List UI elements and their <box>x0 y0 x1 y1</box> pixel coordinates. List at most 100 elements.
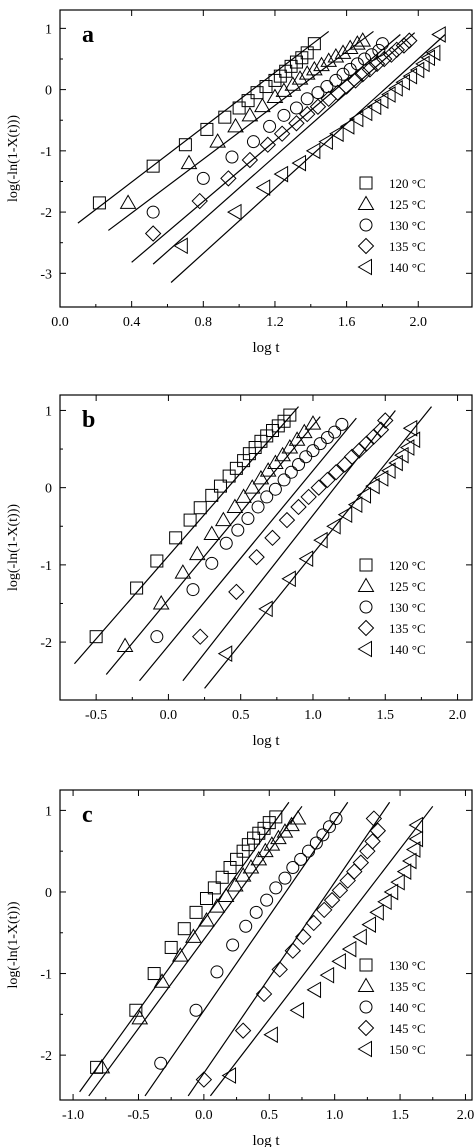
data-point <box>119 194 137 209</box>
x-tick-label: 0.8 <box>195 315 213 330</box>
legend-label: 125 °C <box>389 197 426 212</box>
x-tick-label: -0.5 <box>127 1108 149 1123</box>
data-point <box>152 594 170 610</box>
data-point <box>231 523 245 537</box>
data-point <box>409 61 425 79</box>
y-tick-label: -1 <box>40 559 52 574</box>
fit-line <box>105 416 321 675</box>
fit-line <box>131 34 401 263</box>
x-tick-label: 1.5 <box>391 1108 409 1123</box>
series-4 <box>182 410 396 682</box>
series-2 <box>108 30 374 231</box>
data-point <box>147 967 161 981</box>
data-point <box>191 192 208 210</box>
data-point <box>177 922 191 936</box>
chart-panel-c: -1.0 -0.5 0.0 0.5 1.0 1.5 2.0 1 0 -1 -2 log t log(-l… <box>6 789 474 1147</box>
data-point <box>146 205 160 219</box>
legend-label: 150 °C <box>389 1042 426 1057</box>
data-point <box>328 425 342 439</box>
plot-frame <box>59 394 473 701</box>
plot-frame <box>59 789 473 1101</box>
data-point <box>329 812 343 826</box>
data-point <box>347 72 364 89</box>
data-point <box>286 861 300 874</box>
data-point <box>192 628 209 645</box>
fit-line <box>108 30 374 231</box>
data-point <box>250 850 268 866</box>
data-point <box>408 830 424 848</box>
data-point <box>395 73 410 91</box>
series-5 <box>204 406 432 689</box>
data-point <box>329 125 344 143</box>
data-point <box>267 454 284 469</box>
x-tick-label: 0.5 <box>261 1108 279 1123</box>
legend-marker <box>359 1000 373 1014</box>
data-point <box>263 1026 278 1044</box>
fit-line <box>79 801 290 1093</box>
data-point <box>283 408 297 422</box>
data-point <box>298 65 316 80</box>
series-5 <box>209 805 434 1097</box>
legend-marker <box>357 258 372 276</box>
data-point <box>401 32 418 49</box>
series-3 <box>144 801 349 1097</box>
data-point <box>396 863 412 880</box>
series-5 <box>170 26 446 283</box>
fit-line <box>187 801 391 1097</box>
data-point <box>408 816 424 834</box>
data-point <box>341 39 359 54</box>
series-3 <box>131 34 401 263</box>
legend-label: 130 °C <box>389 958 426 973</box>
data-point <box>323 891 341 909</box>
data-point <box>239 919 253 933</box>
data-point <box>399 439 415 456</box>
data-point <box>405 841 421 858</box>
data-point <box>388 41 405 59</box>
data-point <box>302 844 316 858</box>
data-point <box>329 73 343 87</box>
data-point <box>299 450 313 464</box>
data-point <box>311 86 325 100</box>
data-point <box>388 454 403 472</box>
legend: 130 °C 135 °C 140 °C 145 °C 150 °C <box>357 958 426 1058</box>
data-point <box>376 50 393 68</box>
data-point <box>357 104 373 122</box>
data-point <box>305 60 323 76</box>
data-point <box>310 479 327 496</box>
x-tick-label: 0.4 <box>123 315 141 330</box>
data-point <box>351 442 368 459</box>
data-point <box>331 882 349 899</box>
data-point <box>271 961 288 978</box>
data-point <box>236 844 250 858</box>
data-point <box>343 448 361 465</box>
data-point <box>260 893 274 907</box>
data-point <box>235 488 252 503</box>
data-point <box>209 133 227 148</box>
data-point <box>241 106 259 122</box>
legend-marker <box>357 577 375 592</box>
data-point <box>369 822 387 839</box>
data-point <box>208 898 226 913</box>
data-point <box>402 67 418 85</box>
data-point <box>390 873 405 891</box>
legend-marker <box>357 237 375 255</box>
data-point <box>225 150 239 164</box>
legend-label: 145 °C <box>389 1021 426 1036</box>
panel-label: a <box>82 22 94 48</box>
data-point <box>346 863 363 880</box>
data-point <box>288 431 306 446</box>
data-point <box>361 61 379 78</box>
data-point <box>313 437 327 451</box>
fit-line <box>152 32 416 265</box>
data-point <box>322 820 336 834</box>
fit-line <box>77 30 330 224</box>
y-tick-label: 1 <box>45 804 52 819</box>
x-axis-label: log t <box>252 340 280 356</box>
data-point <box>288 115 305 132</box>
data-point <box>218 110 232 124</box>
data-point <box>180 154 198 170</box>
data-point <box>217 645 233 663</box>
data-point <box>219 536 233 550</box>
legend-label: 140 °C <box>389 260 426 275</box>
data-point <box>269 810 283 824</box>
